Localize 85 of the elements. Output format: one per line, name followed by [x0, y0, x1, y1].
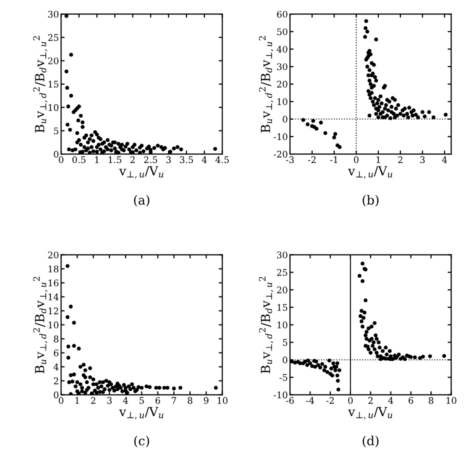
x-tick-label: 4.5 [215, 156, 229, 164]
x-tick-label: 0 [354, 156, 359, 164]
x-tick-label: -2 [326, 397, 334, 404]
y-tick-label: 50 [277, 28, 288, 36]
y-tick-label: 10 [278, 322, 288, 328]
text: B$_{u}$v$_{⊥,d}$$^{2}$/B$_{d}$v$_{⊥,u}$$^{2}$ [259, 36, 274, 133]
x-tick-label: 4 [122, 397, 128, 404]
y-tick-label: 20 [277, 80, 288, 88]
x-tick-label: 5 [140, 397, 144, 404]
x-tick-label: 3 [107, 397, 112, 404]
y-tick-label: 15 [48, 80, 58, 88]
y-tick-label: 30 [277, 252, 288, 258]
y-tick-label: 10 [48, 104, 58, 111]
x-tick-label: 10 [446, 397, 456, 404]
y-tick-label: -5 [280, 374, 288, 381]
x-tick-label: 2 [398, 156, 402, 164]
x-tick-label: -6 [286, 397, 294, 404]
text: B$_{u}$v$_{⊥,d}$$^{2}$/B$_{d}$v$_{⊥,u}$$^{2}$ [33, 36, 48, 133]
x-tick-label: 1.5 [108, 156, 122, 164]
x-tick-label: 1 [376, 156, 380, 164]
x-tick-label: 4 [388, 397, 394, 404]
text: (a) [134, 195, 150, 206]
text: (d) [362, 436, 378, 448]
y-tick-label: 25 [277, 269, 288, 276]
x-tick-label: 0 [348, 397, 353, 404]
x-tick-label: 8 [188, 397, 192, 404]
y-tick-label: 0 [54, 392, 58, 398]
y-tick-label: 10 [278, 98, 288, 106]
x-tick-label: -1 [330, 156, 338, 164]
y-tick-label: 10 [48, 322, 58, 328]
x-axis-title: v$_{⊥,u}$/V$_{u}$ [119, 407, 164, 420]
y-tick-label: 5 [54, 128, 58, 134]
x-tick-label: 0.5 [72, 156, 86, 164]
text: (b) [362, 195, 378, 206]
x-tick-label: -3 [286, 156, 294, 164]
y-tick-label: 0 [54, 150, 58, 158]
x-tick-label: 6 [156, 397, 160, 404]
y-tick-label: 0 [282, 356, 288, 364]
x-tick-label: 7 [172, 397, 176, 404]
y-tick-label: 20 [277, 286, 288, 294]
x-tick-label: 3 [420, 156, 425, 164]
x-tick-label: 6 [408, 397, 414, 404]
text: B$_{u}$v$_{⊥,d}$$^{2}$/B$_{d}$v$_{⊥,u}$$^{2}$ [259, 276, 274, 374]
x-axis-title: v$_{⊥,u}$/V$_{u}$ [119, 166, 164, 179]
y-tick-label: 15 [278, 304, 288, 311]
x-tick-label: 2 [91, 397, 96, 404]
y-tick-label: 30 [277, 63, 288, 70]
y-tick-label: 6 [54, 350, 58, 356]
x-tick-label: 2.5 [144, 156, 158, 164]
y-tick-label: -10 [274, 392, 288, 398]
y-tick-label: 4 [54, 364, 59, 370]
y-tick-label: 18 [48, 266, 58, 272]
x-tick-label: 2 [130, 156, 135, 164]
x-tick-label: 1 [95, 156, 99, 164]
y-tick-label: 20 [48, 57, 58, 64]
x-axis-title: v$_{⊥,u}$/V$_{u}$ [348, 407, 392, 420]
y-tick-label: 30 [48, 10, 58, 18]
y-tick-label: 16 [48, 280, 58, 286]
x-tick-label: 0 [58, 397, 64, 404]
y-tick-label: 60 [277, 10, 288, 18]
y-tick-label: 40 [276, 46, 288, 53]
y-tick-label: 20 [48, 252, 58, 258]
x-tick-label: 3.5 [180, 156, 193, 164]
y-tick-label: 2 [54, 378, 58, 384]
x-tick-label: 9 [204, 397, 208, 404]
x-tick-label: 4 [202, 156, 207, 164]
x-axis-title: v$_{⊥,u}$/V$_{u}$ [348, 166, 392, 179]
y-tick-label: 0 [282, 116, 288, 123]
y-tick-label: -10 [274, 133, 288, 140]
x-tick-label: 10 [218, 397, 228, 404]
x-tick-label: -2 [308, 156, 316, 164]
y-tick-label: 8 [54, 336, 58, 342]
y-tick-label: -20 [274, 150, 288, 158]
y-tick-label: 5 [282, 339, 288, 346]
y-tick-label: 12 [48, 308, 58, 314]
text: (c) [134, 436, 150, 448]
y-tick-label: 14 [48, 294, 59, 300]
x-tick-label: -4 [306, 397, 314, 404]
x-tick-label: 3 [166, 156, 171, 164]
text: B$_{u}$v$_{⊥,d}$$^{2}$/B$_{d}$v$_{⊥,u}$$^{2}$ [33, 276, 48, 374]
y-tick-label: 25 [48, 34, 58, 41]
x-tick-label: 1 [75, 397, 79, 404]
x-tick-label: 2 [368, 397, 373, 404]
x-tick-label: 4 [442, 156, 447, 164]
x-tick-label: 8 [428, 397, 434, 404]
